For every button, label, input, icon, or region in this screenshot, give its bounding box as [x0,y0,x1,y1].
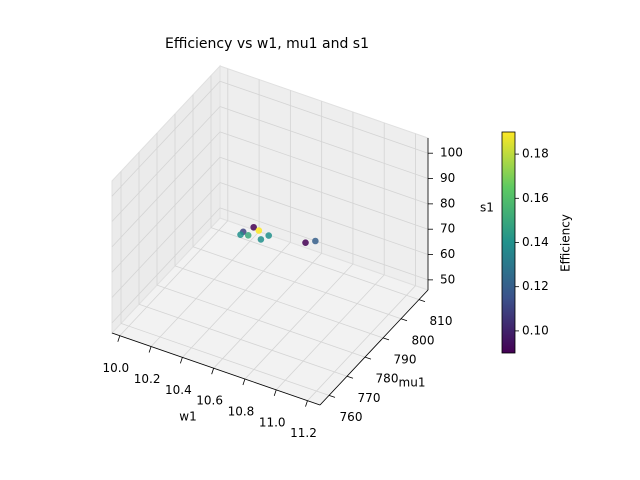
y-tick-label: 770 [358,391,381,405]
grid-line [219,80,429,154]
colorbar-tick-label: 0.12 [522,279,549,293]
grid-line [182,242,291,358]
x-tick [242,378,246,386]
x-tick-label: 10.4 [165,383,192,397]
axis-line [319,289,429,406]
y-tick-label: 810 [430,314,453,328]
point [237,231,244,238]
x-tick [117,335,121,342]
x-tick [305,400,308,407]
grid-line [219,156,429,230]
grid-line [210,227,420,300]
point [312,237,319,245]
point [265,232,273,239]
point [257,236,265,243]
grid-line [111,106,221,222]
z-tick-label: 70 [440,222,455,236]
y-tick [382,337,390,341]
x-tick-label: 10.2 [134,372,161,386]
point [302,239,309,246]
point [244,231,252,239]
y-tick [418,299,426,302]
x-tick [148,346,152,353]
colorbar [501,131,516,354]
z-tick-label: 60 [440,247,455,261]
y-tick-label: 790 [394,352,417,366]
x-tick [211,368,215,375]
y-tick [328,395,336,398]
grid-line [213,252,322,369]
grid-line [111,80,221,197]
grid-line [219,207,429,281]
grid-line [307,285,416,401]
y-axis-label: mu1 [399,376,426,390]
x-tick [273,389,277,396]
x-tick-label: 10.6 [196,394,223,408]
colorbar-tick-label: 0.14 [522,235,549,249]
grid-line [111,156,221,273]
grid-line [111,207,221,324]
grid-line [275,274,385,391]
z-tick-label: 50 [440,272,455,286]
colorbar-label: Efficiency [559,214,573,272]
y-tick [400,318,408,322]
grid-line [174,265,384,339]
grid-line [120,323,330,396]
y-tick-label: 780 [376,372,399,386]
z-tick-label: 90 [440,171,455,185]
point [255,227,263,234]
grid-line [219,182,429,255]
axis-line [111,332,321,406]
grid-line [156,284,366,358]
grid-line [111,182,221,298]
y-tick-label: 760 [340,410,363,424]
grid-line [111,131,221,248]
y-tick [346,375,354,379]
grid-line [219,131,429,205]
x-axis-label: w1 [179,410,196,424]
colorbar-tick-label: 0.10 [522,323,549,337]
z-tick-label: 100 [440,146,463,160]
grid-line [138,303,348,377]
x-tick [179,357,183,364]
colorbar-tick-label: 0.16 [522,191,549,205]
grid-line [244,263,354,380]
grid-line [219,106,429,179]
point [250,223,257,231]
x-tick-label: 10.8 [228,405,255,419]
y-tick [364,356,372,360]
z-tick-label: 80 [440,196,455,210]
grid-line [119,220,229,336]
z-axis-label: s1 [480,201,494,215]
chart-title: Efficiency vs w1, mu1 and s1 [165,36,369,52]
colorbar-tick-label: 0.18 [522,147,549,161]
x-tick-label: 11.0 [259,415,286,429]
grid-line [192,246,402,320]
y-tick-label: 800 [412,333,435,347]
grid-line [150,231,260,347]
x-tick-label: 10.0 [102,361,129,375]
x-tick-label: 11.2 [290,426,317,440]
